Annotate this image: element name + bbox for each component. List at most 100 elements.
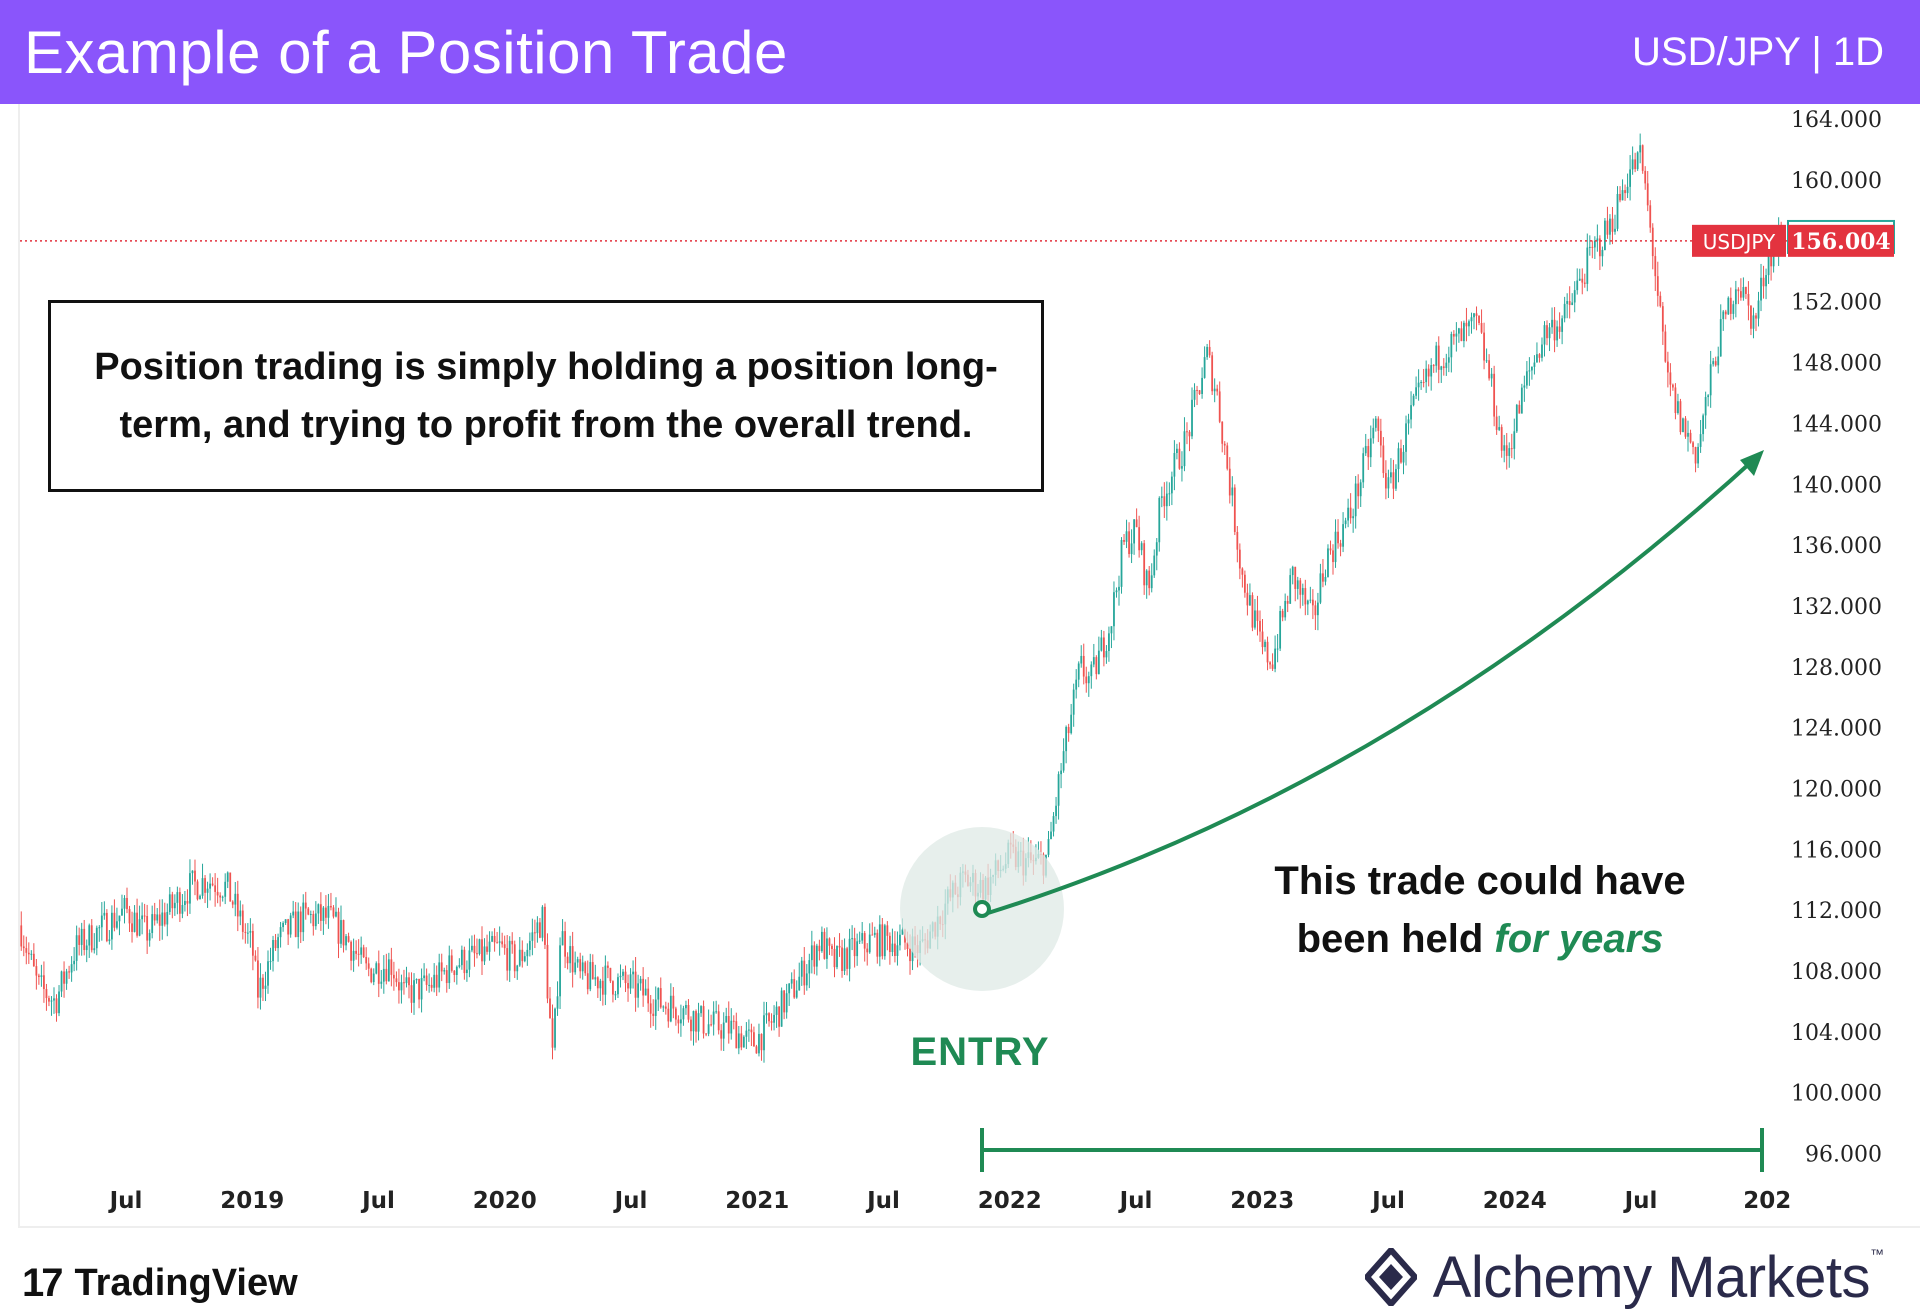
- price-tag-bg: [1788, 224, 1894, 257]
- candle-body: [1415, 387, 1417, 396]
- candle-body: [513, 944, 516, 972]
- candle-body: [642, 978, 645, 996]
- y-tick-label: 96.000: [1805, 1143, 1882, 1168]
- candle-body: [1259, 620, 1261, 632]
- candle-body: [1503, 445, 1506, 451]
- candle-body: [697, 1013, 700, 1032]
- candle-body: [496, 942, 499, 944]
- candle-body: [606, 965, 609, 968]
- candle-body: [1269, 662, 1271, 665]
- candle-body: [1135, 519, 1138, 528]
- candle-body: [1218, 391, 1221, 422]
- candle-body: [511, 940, 514, 945]
- candle-body: [1677, 401, 1679, 414]
- candle-body: [790, 979, 793, 984]
- candle-body: [1274, 648, 1276, 669]
- candle-body: [1480, 323, 1483, 333]
- candle-body: [1352, 516, 1355, 519]
- candle-body: [1102, 637, 1105, 658]
- candle-body: [1571, 302, 1574, 305]
- candle-body: [682, 1008, 685, 1020]
- candle-body: [1770, 251, 1772, 267]
- candle-body: [1286, 600, 1289, 604]
- candle-body: [549, 998, 551, 1019]
- candle-body: [390, 959, 393, 975]
- candle-body: [1412, 395, 1415, 406]
- candle-body: [1563, 303, 1566, 319]
- candle-body: [1168, 493, 1171, 495]
- x-tick-label: Jul: [108, 1188, 143, 1214]
- candle-body: [410, 985, 413, 1003]
- candle-body: [204, 878, 206, 893]
- candle-body: [810, 945, 813, 961]
- candle-body: [1553, 319, 1556, 341]
- entry-point-marker: [973, 900, 991, 918]
- candle-body: [783, 990, 786, 1013]
- candle-body: [846, 948, 848, 969]
- y-tick-label: 160.000: [1791, 169, 1882, 194]
- candle-body: [1528, 370, 1531, 372]
- candle-body: [755, 1046, 758, 1054]
- candle-body: [440, 962, 443, 972]
- candle-body: [1238, 549, 1241, 569]
- candle-body: [262, 977, 264, 989]
- candle-body: [886, 925, 889, 936]
- candle-body: [357, 953, 360, 955]
- y-tick-label: 140.000: [1791, 473, 1882, 498]
- candle-body: [1450, 333, 1453, 358]
- x-tick-label: 2021: [725, 1188, 789, 1214]
- candle-body: [1515, 404, 1518, 432]
- candle-body: [118, 915, 121, 922]
- candle-body: [1105, 651, 1108, 658]
- candle-body: [831, 945, 833, 949]
- candle-body: [1757, 300, 1760, 319]
- candle-body: [1233, 487, 1236, 532]
- candle-body: [1176, 448, 1178, 454]
- candle-body: [398, 982, 400, 991]
- candle-body: [868, 934, 871, 953]
- candle-body: [1130, 543, 1133, 555]
- trend-arrow: [987, 452, 1762, 915]
- candle-body: [1256, 610, 1259, 621]
- candle-body: [695, 1011, 697, 1032]
- candle-body: [1616, 193, 1619, 229]
- candle-body: [1483, 332, 1485, 361]
- candle-body: [662, 1006, 665, 1008]
- candle-body: [561, 931, 564, 946]
- candle-body: [1170, 476, 1173, 494]
- candle-body: [1118, 586, 1120, 591]
- candle-body: [1684, 418, 1687, 437]
- candle-body: [1231, 487, 1234, 496]
- candle-body: [1065, 726, 1068, 752]
- candle-body: [1208, 346, 1211, 356]
- candle-body: [80, 928, 83, 945]
- alchemy-diamond-icon: [1364, 1248, 1417, 1306]
- candle-body: [891, 943, 894, 953]
- candle-body: [1739, 291, 1742, 298]
- candle-body: [533, 932, 536, 934]
- candle-body: [1163, 496, 1166, 507]
- candle-body: [1319, 573, 1322, 603]
- candle-body: [586, 973, 589, 990]
- y-tick-label: 120.000: [1791, 778, 1882, 803]
- candle-body: [735, 1021, 738, 1049]
- candle-body: [377, 963, 380, 984]
- candle-body: [687, 1005, 690, 1020]
- candle-body: [1322, 573, 1324, 582]
- candle-body: [584, 962, 587, 974]
- candle-body: [556, 996, 559, 1009]
- candle-body: [448, 955, 451, 984]
- candle-body: [1296, 580, 1299, 589]
- candle-body: [294, 911, 297, 938]
- candle-body: [100, 915, 103, 928]
- candle-body: [458, 965, 461, 967]
- candle-body: [32, 953, 35, 967]
- candle-body: [521, 949, 524, 962]
- x-tick-label: Jul: [1370, 1188, 1405, 1214]
- candlestick-chart: 164.000 160.000 152.000 148.000 144.000 140.0…: [20, 108, 1895, 1214]
- candle-body: [360, 947, 363, 955]
- candle-body: [1060, 770, 1062, 775]
- candle-body: [27, 952, 30, 955]
- candle-body: [1661, 306, 1664, 332]
- candle-body: [1606, 220, 1609, 235]
